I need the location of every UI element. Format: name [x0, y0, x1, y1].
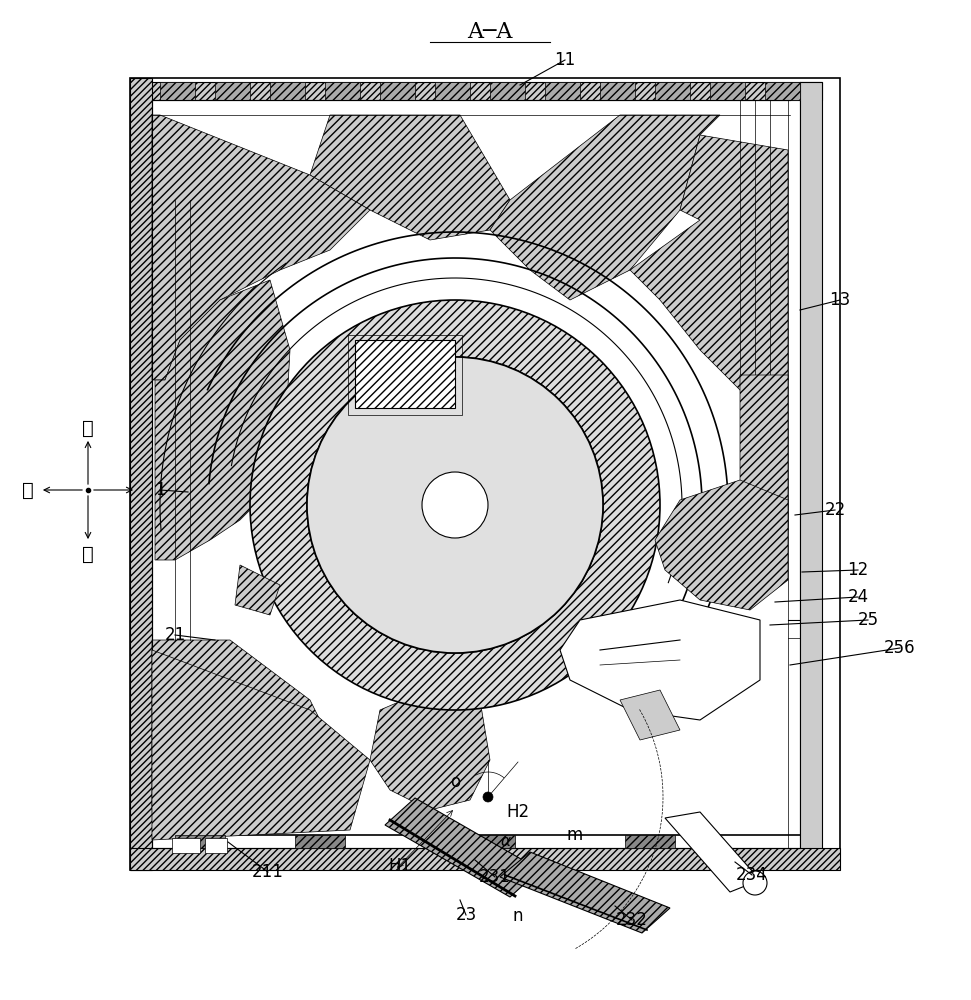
- Polygon shape: [465, 835, 515, 848]
- Bar: [172, 838, 200, 853]
- Polygon shape: [765, 82, 800, 100]
- Text: 211: 211: [252, 863, 284, 881]
- Text: 23: 23: [455, 906, 477, 924]
- Text: o: o: [450, 773, 460, 791]
- Text: 231: 231: [479, 868, 511, 886]
- Polygon shape: [625, 835, 675, 848]
- Polygon shape: [655, 480, 788, 610]
- Polygon shape: [740, 375, 788, 530]
- Polygon shape: [215, 82, 250, 100]
- Text: m: m: [567, 826, 584, 844]
- Polygon shape: [325, 82, 360, 100]
- Polygon shape: [655, 82, 690, 100]
- Text: 13: 13: [829, 291, 851, 309]
- Polygon shape: [500, 852, 670, 933]
- Polygon shape: [130, 848, 840, 870]
- Circle shape: [250, 300, 660, 710]
- Text: 下: 下: [83, 544, 94, 564]
- Circle shape: [422, 472, 488, 538]
- Circle shape: [307, 357, 603, 653]
- Polygon shape: [665, 812, 760, 892]
- Polygon shape: [235, 565, 280, 615]
- Text: 后: 后: [22, 481, 34, 499]
- Text: 11: 11: [554, 51, 576, 69]
- Text: 256: 256: [885, 639, 916, 657]
- Polygon shape: [148, 82, 822, 100]
- Circle shape: [307, 357, 603, 653]
- Polygon shape: [630, 135, 788, 400]
- Text: A─A: A─A: [467, 21, 513, 43]
- Text: 232: 232: [616, 911, 648, 929]
- Text: 1: 1: [154, 481, 165, 499]
- Bar: [348, 335, 462, 415]
- Circle shape: [743, 871, 767, 895]
- Polygon shape: [385, 798, 540, 897]
- Polygon shape: [295, 835, 345, 848]
- Polygon shape: [152, 115, 370, 380]
- Polygon shape: [310, 115, 510, 240]
- Text: H1: H1: [388, 857, 412, 875]
- Text: n: n: [513, 907, 523, 925]
- Polygon shape: [710, 82, 745, 100]
- Text: H2: H2: [507, 803, 529, 821]
- Text: 22: 22: [824, 501, 846, 519]
- Text: 12: 12: [848, 561, 869, 579]
- Polygon shape: [130, 78, 152, 870]
- Text: 24: 24: [848, 588, 869, 606]
- Polygon shape: [800, 82, 822, 852]
- Polygon shape: [152, 650, 370, 840]
- Polygon shape: [155, 280, 290, 560]
- Text: 前: 前: [142, 481, 153, 499]
- Polygon shape: [490, 82, 525, 100]
- Polygon shape: [600, 82, 635, 100]
- Text: 21: 21: [164, 626, 185, 644]
- Bar: [205, 838, 227, 853]
- Polygon shape: [545, 82, 580, 100]
- Text: 234: 234: [736, 866, 768, 884]
- Text: α: α: [501, 834, 511, 850]
- Polygon shape: [490, 115, 720, 300]
- Text: 25: 25: [857, 611, 879, 629]
- Polygon shape: [380, 82, 415, 100]
- Bar: [355, 340, 455, 408]
- Polygon shape: [175, 835, 225, 848]
- Polygon shape: [620, 690, 680, 740]
- Polygon shape: [160, 82, 195, 100]
- Polygon shape: [435, 82, 470, 100]
- Polygon shape: [270, 82, 305, 100]
- Polygon shape: [152, 640, 340, 830]
- Circle shape: [483, 792, 493, 802]
- Text: 上: 上: [83, 418, 94, 438]
- Polygon shape: [370, 680, 490, 810]
- Polygon shape: [560, 600, 760, 720]
